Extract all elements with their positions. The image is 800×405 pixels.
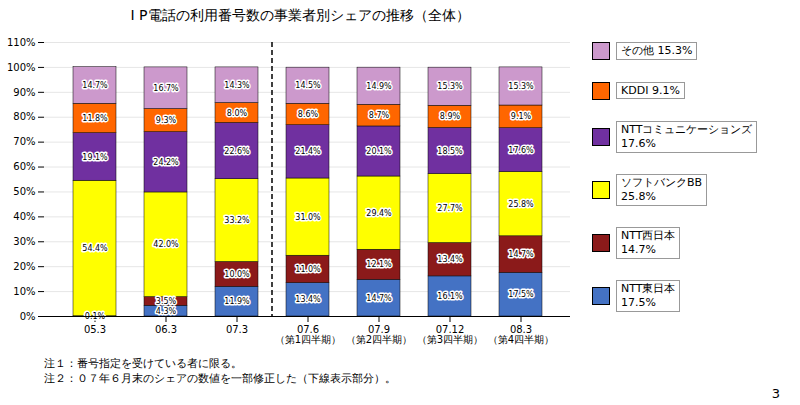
svg-text:13.4%: 13.4%	[437, 255, 463, 264]
svg-text:14.3%: 14.3%	[224, 81, 250, 90]
html-text:注２：０７年６月末のシェアの数値を一部修正した（下線表示部分: 注２：０７年６月末のシェアの数値を一部修正した（下線表示部分）。	[44, 372, 396, 385]
svg-text:8.6%: 8.6%	[298, 110, 319, 119]
svg-text:14.7%: 14.7%	[508, 250, 534, 259]
html-text:I P電話の利用番号数の事業者別シェアの推移（全体）: I P電話の利用番号数の事業者別シェアの推移（全体）	[130, 7, 470, 23]
svg-text:13.4%: 13.4%	[295, 295, 321, 304]
svg-text:11.9%: 11.9%	[224, 297, 250, 306]
svg-text:07.6（第1四半期）: 07.6（第1四半期）	[275, 324, 341, 345]
svg-text:40%: 40%	[13, 211, 35, 222]
svg-text:30%: 30%	[13, 236, 35, 247]
html-text:NTT東日本 17.5%: NTT東日本 17.5%	[621, 282, 676, 310]
svg-text:25.8%: 25.8%	[508, 200, 534, 209]
svg-text:15.3%: 15.3%	[437, 82, 463, 91]
svg-text:29.4%: 29.4%	[366, 209, 392, 218]
html-text:KDDI 9.1%: KDDI 9.1%	[621, 83, 680, 97]
svg-text:70%: 70%	[13, 136, 35, 147]
svg-text:08.3（第4四半期）: 08.3（第4四半期）	[488, 324, 554, 345]
svg-text:33.2%: 33.2%	[224, 216, 250, 225]
svg-text:8.0%: 8.0%	[227, 109, 248, 118]
svg-text:14.7%: 14.7%	[366, 294, 392, 303]
svg-text:110%: 110%	[7, 37, 36, 48]
svg-text:19.1%: 19.1%	[82, 153, 108, 162]
svg-text:42.0%: 42.0%	[153, 240, 179, 249]
svg-text:27.7%: 27.7%	[437, 204, 463, 213]
svg-text:17.5%: 17.5%	[508, 290, 534, 299]
svg-text:16.7%: 16.7%	[153, 84, 179, 93]
svg-text:10%: 10%	[13, 286, 35, 297]
svg-text:50%: 50%	[13, 186, 35, 197]
svg-text:8.7%: 8.7%	[369, 111, 390, 120]
svg-text:3.5%: 3.5%	[156, 297, 177, 306]
svg-text:07.12（第3四半期）: 07.12（第3四半期）	[417, 324, 483, 345]
svg-text:24.2%: 24.2%	[153, 158, 179, 167]
svg-text:60%: 60%	[13, 161, 35, 172]
svg-text:20%: 20%	[13, 261, 35, 272]
svg-text:17.6%: 17.6%	[508, 146, 534, 155]
svg-text:54.4%: 54.4%	[82, 244, 108, 253]
html-text:3: 3	[771, 386, 780, 401]
svg-text:21.4%: 21.4%	[295, 147, 321, 156]
svg-text:07.3: 07.3	[226, 324, 248, 335]
svg-text:16.1%: 16.1%	[437, 292, 463, 301]
svg-text:14.5%: 14.5%	[295, 81, 321, 90]
html-text:ソフトバンクBB 25.8%: ソフトバンクBB 25.8%	[621, 176, 703, 203]
svg-text:14.9%: 14.9%	[366, 82, 392, 91]
svg-text:11.0%: 11.0%	[295, 265, 321, 274]
html-text:その他 15.3%: その他 15.3%	[621, 44, 693, 58]
svg-text:90%: 90%	[13, 87, 35, 98]
html-text:注１：番号指定を受けている者に限る。: 注１：番号指定を受けている者に限る。	[44, 357, 242, 370]
svg-text:9.1%: 9.1%	[511, 112, 532, 121]
svg-text:0.1%: 0.1%	[84, 311, 106, 321]
html-text:NTTコミュニケーションズ 17.6%: NTTコミュニケーションズ 17.6%	[621, 123, 753, 150]
svg-text:18.5%: 18.5%	[437, 147, 463, 156]
svg-text:05.3: 05.3	[84, 324, 106, 335]
svg-text:20.1%: 20.1%	[366, 147, 392, 156]
svg-text:100%: 100%	[7, 62, 36, 73]
svg-text:14.7%: 14.7%	[82, 81, 108, 90]
svg-text:4.3%: 4.3%	[156, 307, 177, 316]
svg-text:0%: 0%	[20, 311, 36, 322]
svg-text:06.3: 06.3	[155, 324, 177, 335]
svg-text:15.3%: 15.3%	[508, 82, 534, 91]
svg-text:22.6%: 22.6%	[224, 147, 250, 156]
svg-text:31.0%: 31.0%	[295, 213, 321, 222]
svg-text:07.9（第2四半期）: 07.9（第2四半期）	[346, 324, 412, 345]
svg-text:8.9%: 8.9%	[440, 112, 461, 121]
html-text:NTT西日本 14.7%: NTT西日本 14.7%	[621, 229, 676, 257]
svg-text:11.8%: 11.8%	[82, 114, 108, 123]
svg-text:80%: 80%	[13, 111, 35, 122]
svg-text:9.3%: 9.3%	[156, 116, 177, 125]
svg-text:10.0%: 10.0%	[224, 270, 250, 279]
svg-text:12.1%: 12.1%	[366, 260, 392, 269]
